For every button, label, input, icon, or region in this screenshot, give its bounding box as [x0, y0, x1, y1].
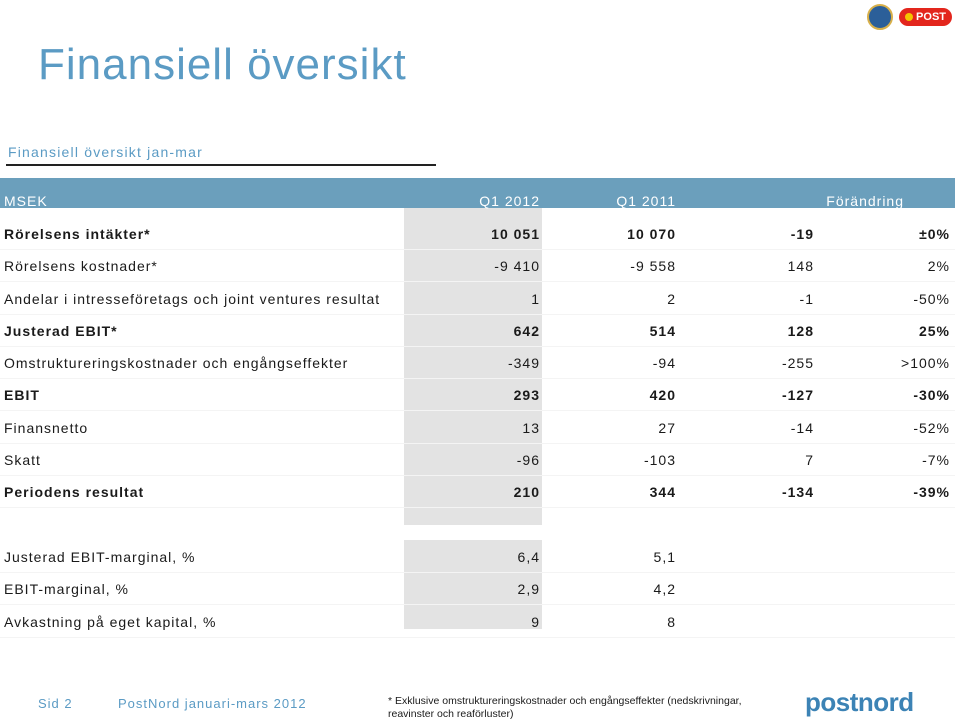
- cell-q1-2012: 1: [531, 291, 540, 307]
- row-label: Andelar i intresseföretags och joint ven…: [4, 291, 381, 307]
- page-title: Finansiell översikt: [38, 40, 407, 89]
- cell-change-abs: -14: [790, 420, 814, 436]
- ratio-label: Justerad EBIT-marginal, %: [4, 549, 196, 565]
- cell-q1-2011: -94: [652, 355, 676, 371]
- row-separator: [0, 443, 955, 444]
- ratio-q1-2012: 2,9: [517, 581, 540, 597]
- row-label: Omstruktureringskostnader och engångseff…: [4, 355, 349, 371]
- subtitle-underline: [6, 164, 436, 166]
- header-q1-2012: Q1 2012: [479, 193, 540, 209]
- royal-seal-logo: [867, 4, 894, 30]
- ratio-label: Avkastning på eget kapital, %: [4, 614, 217, 630]
- cell-change-abs: -1: [799, 291, 814, 307]
- cell-change-abs: 7: [805, 452, 814, 468]
- header-q1-2011: Q1 2011: [616, 193, 676, 209]
- cell-q1-2012: 642: [513, 323, 540, 339]
- cell-q1-2012: -349: [507, 355, 540, 371]
- cell-change-abs: 148: [787, 258, 814, 274]
- cell-q1-2012: -96: [516, 452, 540, 468]
- cell-q1-2011: -9 558: [630, 258, 676, 274]
- cell-change-pct: -52%: [913, 420, 950, 436]
- ratio-q1-2011: 8: [667, 614, 676, 630]
- section-subtitle: Finansiell översikt jan-mar: [8, 144, 204, 160]
- postnord-logo: postnord: [805, 687, 914, 717]
- cell-change-abs: -127: [781, 387, 814, 403]
- cell-q1-2011: 344: [649, 484, 676, 500]
- header-unit: MSEK: [4, 193, 48, 209]
- cell-change-pct: ±0%: [919, 226, 950, 242]
- page-number: Sid 2: [38, 696, 73, 711]
- post-logo: POST: [899, 8, 952, 26]
- cell-q1-2011: 27: [658, 420, 676, 436]
- cell-change-pct: -50%: [913, 291, 950, 307]
- cell-change-pct: -39%: [913, 484, 950, 500]
- cell-change-abs: -134: [781, 484, 814, 500]
- table-header-band: [0, 178, 955, 208]
- header-change: Förändring: [826, 193, 904, 209]
- cell-q1-2011: 10 070: [627, 226, 676, 242]
- row-separator: [0, 637, 955, 638]
- header-logos: POST: [867, 4, 952, 30]
- cell-q1-2012: 210: [513, 484, 540, 500]
- row-label: Periodens resultat: [4, 484, 145, 500]
- ratio-q1-2012: 6,4: [517, 549, 540, 565]
- cell-q1-2012: 10 051: [491, 226, 540, 242]
- cell-q1-2011: 420: [649, 387, 676, 403]
- cell-change-pct: 2%: [927, 258, 950, 274]
- q1-2012-ratio-column-shade: [404, 540, 542, 629]
- post-horn-icon: [905, 13, 914, 21]
- report-name: PostNord januari-mars 2012: [118, 696, 307, 711]
- cell-change-abs: 128: [787, 323, 814, 339]
- cell-change-pct: >100%: [901, 355, 950, 371]
- footnote: * Exklusive omstruktureringskostnader oc…: [388, 695, 742, 720]
- row-separator: [0, 475, 955, 476]
- row-label: Skatt: [4, 452, 41, 468]
- cell-q1-2012: -9 410: [494, 258, 540, 274]
- row-separator: [0, 314, 955, 315]
- row-label: Finansnetto: [4, 420, 89, 436]
- row-separator: [0, 507, 955, 508]
- ratio-label: EBIT-marginal, %: [4, 581, 129, 597]
- cell-change-abs: -19: [790, 226, 814, 242]
- row-separator: [0, 346, 955, 347]
- ratio-q1-2012: 9: [531, 614, 540, 630]
- cell-q1-2011: 514: [649, 323, 676, 339]
- ratio-q1-2011: 4,2: [653, 581, 676, 597]
- row-separator: [0, 378, 955, 379]
- cell-change-abs: -255: [781, 355, 814, 371]
- row-separator: [0, 410, 955, 411]
- row-label: EBIT: [4, 387, 40, 403]
- cell-change-pct: -7%: [922, 452, 950, 468]
- row-separator: [0, 572, 955, 573]
- row-label: Justerad EBIT*: [4, 323, 118, 339]
- cell-change-pct: -30%: [913, 387, 950, 403]
- row-separator: [0, 249, 955, 250]
- q1-2012-column-shade: [404, 208, 542, 525]
- cell-change-pct: 25%: [918, 323, 950, 339]
- cell-q1-2011: -103: [643, 452, 676, 468]
- cell-q1-2012: 293: [513, 387, 540, 403]
- row-separator: [0, 281, 955, 282]
- post-logo-text: POST: [916, 11, 946, 23]
- row-separator: [0, 604, 955, 605]
- row-label: Rörelsens intäkter*: [4, 226, 151, 242]
- cell-q1-2011: 2: [667, 291, 676, 307]
- cell-q1-2012: 13: [522, 420, 540, 436]
- ratio-q1-2011: 5,1: [653, 549, 676, 565]
- row-label: Rörelsens kostnader*: [4, 258, 158, 274]
